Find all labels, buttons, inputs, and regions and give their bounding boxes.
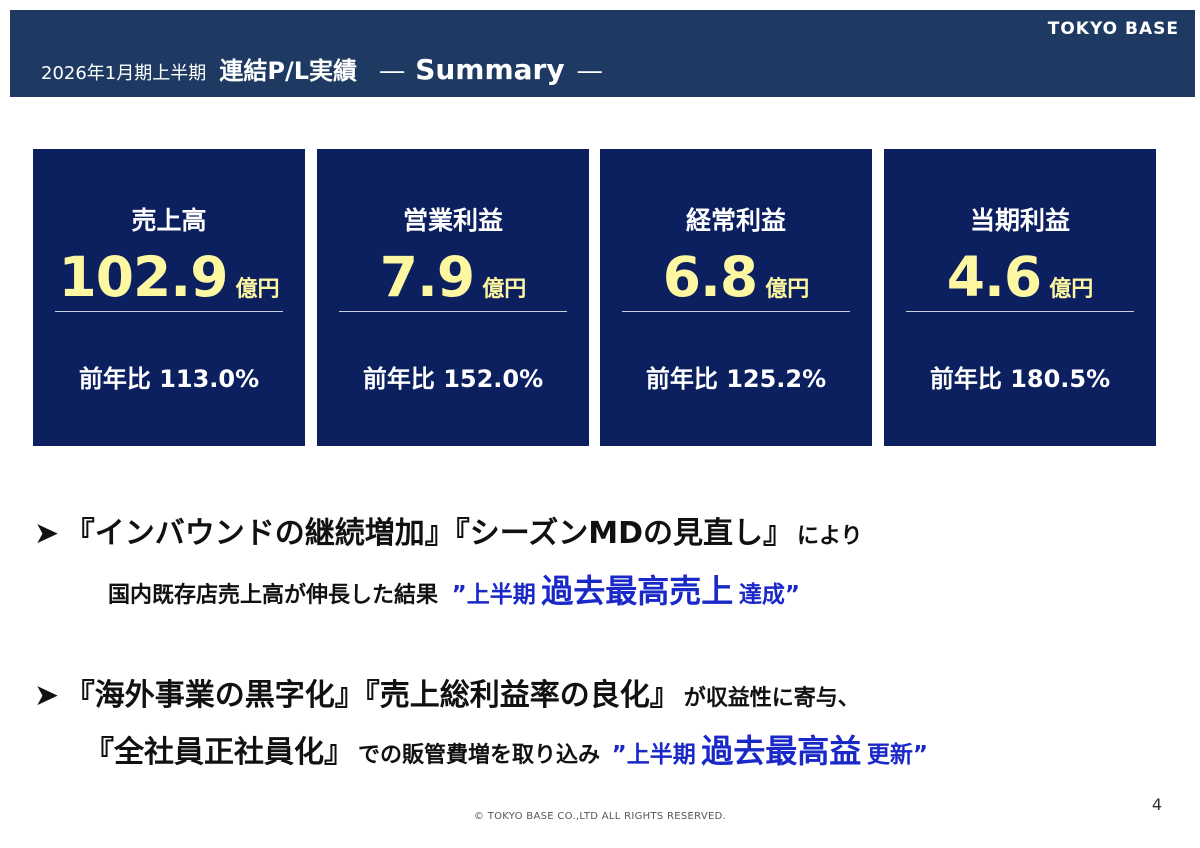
kpi-value: 7.9 [379, 245, 475, 309]
arrow-bullet-icon: ➤ [34, 516, 60, 551]
kpi-unit: 億円 [1049, 277, 1094, 302]
kpi-yoy-value: 180.5% [1010, 365, 1111, 393]
kpi-unit: 億円 [765, 277, 810, 302]
kpi-yoy-value: 113.0% [159, 365, 260, 393]
bullet-1-line-1: ➤ 『インバウンドの継続増加』『シーズンMDの見直し』 により [34, 508, 863, 552]
kpi-label: 経常利益 [685, 206, 786, 235]
kpi-label: 売上高 [131, 206, 207, 235]
kpi-yoy: 前年比 113.0% [33, 359, 305, 394]
kpi-value-row: 7.9 億円 [317, 245, 589, 309]
kpi-label: 営業利益 [402, 206, 503, 235]
kpi-yoy-label: 前年比 [929, 365, 1002, 393]
bullet-2-line-1: ➤ 『海外事業の黒字化』『売上総利益率の良化』 が収益性に寄与、 [34, 670, 860, 714]
bullet-quote-close: 達成” [738, 582, 801, 608]
bullet-text: 『シーズンMDの見直し』 [454, 516, 793, 551]
kpi-value: 102.9 [58, 245, 229, 309]
kpi-divider [622, 311, 850, 312]
arrow-bullet-icon: ➤ [34, 678, 60, 713]
kpi-card-operating-profit: 営業利益 7.9 億円 前年比 152.0% [317, 149, 589, 446]
header-bar: TOKYO BASE 2026年1月期上半期 連結P/L実績 ― Summary… [10, 10, 1195, 97]
bullet-text: 『海外事業の黒字化』 [64, 678, 365, 713]
kpi-divider [906, 311, 1134, 312]
bullet-1-line-2: 国内既存店売上高が伸長した結果 ”上半期 過去最高売上 達成” [108, 566, 800, 612]
bullet-text: 国内既存店売上高が伸長した結果 [108, 583, 439, 608]
kpi-value-row: 6.8 億円 [600, 245, 872, 309]
kpi-unit: 億円 [235, 277, 280, 302]
kpi-yoy-value: 125.2% [726, 365, 827, 393]
copyright: © TOKYO BASE CO.,LTD ALL RIGHTS RESERVED… [473, 811, 727, 822]
kpi-yoy-value: 152.0% [443, 365, 544, 393]
title-period: 2026年1月期上半期 [41, 63, 207, 84]
kpi-value: 4.6 [946, 245, 1042, 309]
bullet-2-line-2: 『全社員正社員化』 での販管費増を取り込み ”上半期 過去最高益 更新” [84, 726, 928, 772]
bullet-text: により [796, 524, 863, 549]
kpi-yoy-label: 前年比 [362, 365, 435, 393]
bullet-highlight: 過去最高売上 [541, 572, 734, 610]
bullet-text: 『インバウンドの継続増加』 [64, 516, 455, 551]
kpi-card-net-profit: 当期利益 4.6 億円 前年比 180.5% [884, 149, 1156, 446]
bullet-text: での販管費増を取り込み [358, 743, 601, 768]
bullet-quote-close: 更新” [866, 742, 929, 768]
page-title: 2026年1月期上半期 連結P/L実績 ― Summary ― [41, 51, 602, 86]
bullet-quote-open: ”上半期 [451, 582, 536, 608]
kpi-value-row: 102.9 億円 [33, 245, 305, 309]
title-dash-left: ― [380, 57, 405, 85]
bullet-quote-open: ”上半期 [611, 742, 696, 768]
kpi-yoy: 前年比 180.5% [884, 359, 1156, 394]
title-dash-right: ― [577, 57, 602, 85]
kpi-divider [55, 311, 283, 312]
bullet-text: 『全社員正社員化』 [84, 735, 354, 770]
page-number: 4 [1151, 795, 1162, 814]
kpi-divider [339, 311, 567, 312]
kpi-card-sales: 売上高 102.9 億円 前年比 113.0% [33, 149, 305, 446]
kpi-value: 6.8 [662, 245, 758, 309]
title-main: 連結P/L実績 [219, 57, 358, 85]
kpi-value-row: 4.6 億円 [884, 245, 1156, 309]
bullet-highlight: 過去最高益 [701, 732, 862, 770]
bullet-text: 『売上総利益率の良化』 [364, 678, 680, 713]
bullet-text: が収益性に寄与、 [683, 686, 860, 711]
kpi-unit: 億円 [482, 277, 527, 302]
kpi-label: 当期利益 [969, 206, 1070, 235]
kpi-yoy: 前年比 125.2% [600, 359, 872, 394]
kpi-yoy-label: 前年比 [78, 365, 151, 393]
kpi-card-ordinary-profit: 経常利益 6.8 億円 前年比 125.2% [600, 149, 872, 446]
brand-logo: TOKYO BASE [1047, 19, 1179, 39]
title-summary: Summary [415, 53, 565, 86]
kpi-yoy: 前年比 152.0% [317, 359, 589, 394]
kpi-yoy-label: 前年比 [645, 365, 718, 393]
